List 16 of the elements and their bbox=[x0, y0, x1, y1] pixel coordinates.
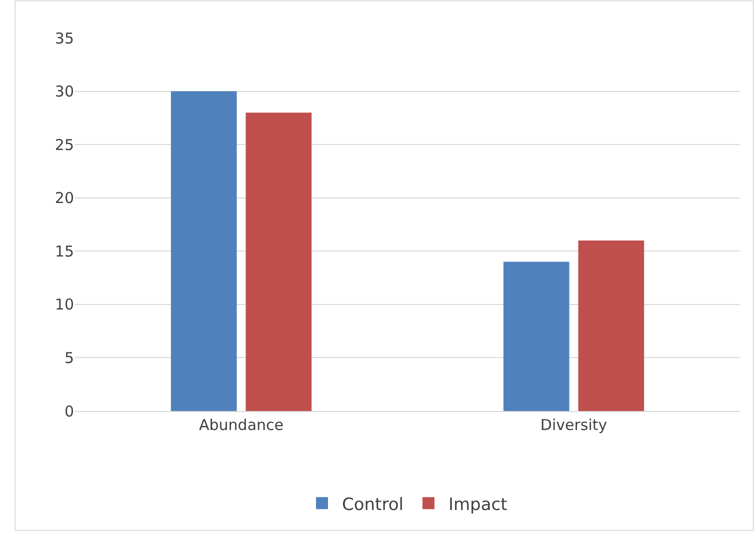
bar bbox=[503, 262, 570, 411]
bar bbox=[578, 240, 644, 411]
bar bbox=[246, 112, 312, 411]
y-tick-label: 30 bbox=[54, 82, 74, 101]
y-tick-label: 15 bbox=[54, 242, 74, 260]
bar bbox=[170, 91, 237, 411]
y-tick-label: 0 bbox=[64, 402, 74, 420]
y-tick-label: 10 bbox=[54, 296, 74, 314]
x-tick-label: Abundance bbox=[199, 416, 284, 434]
x-tick-label: Diversity bbox=[540, 416, 608, 434]
y-tick-label: 20 bbox=[54, 189, 74, 208]
legend-label: Control bbox=[342, 494, 404, 515]
y-tick-label: 25 bbox=[54, 136, 74, 154]
legend-label: Impact bbox=[448, 494, 508, 515]
y-tick-label: 5 bbox=[64, 348, 74, 367]
y-tick-label: 35 bbox=[54, 29, 74, 48]
